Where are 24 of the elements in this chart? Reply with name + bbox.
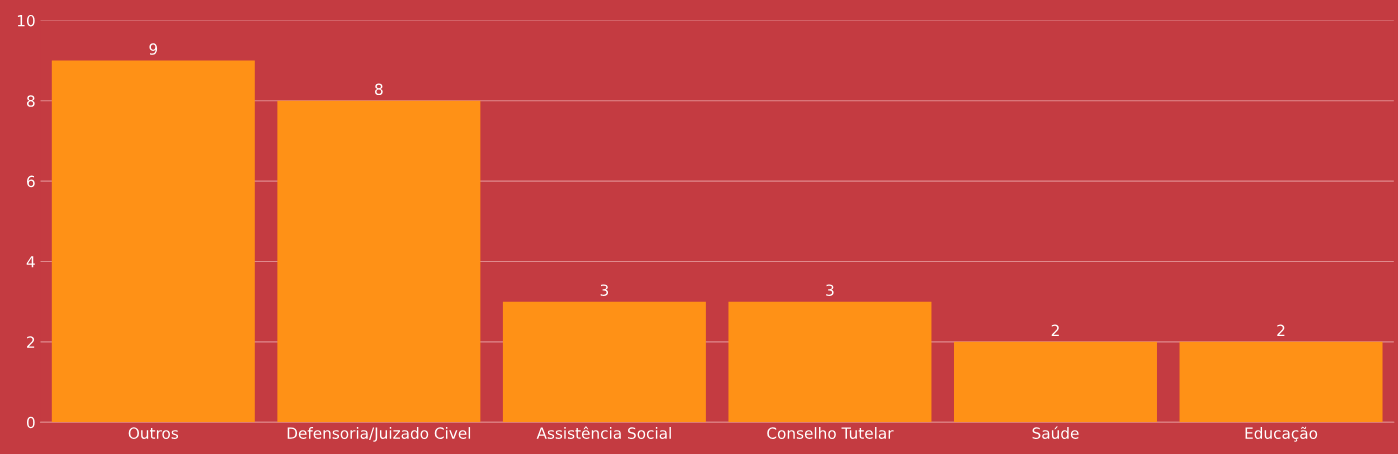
- data-label: 3: [826, 284, 834, 296]
- bar: [51, 60, 255, 423]
- x-tick-label: Outros: [128, 427, 179, 439]
- data-label: 2: [1051, 324, 1059, 336]
- bar: [277, 100, 481, 423]
- bar: [728, 301, 932, 423]
- bar: [502, 301, 706, 423]
- data-label: 2: [1277, 324, 1285, 336]
- bar: [1179, 341, 1383, 423]
- x-tick-label: Assistência Social: [536, 426, 671, 439]
- y-tick-label: 6: [27, 175, 35, 188]
- data-label: 8: [375, 83, 383, 96]
- x-tick-label: Educação: [1245, 426, 1318, 442]
- y-tick-label: 10: [17, 14, 35, 27]
- bar: [954, 341, 1157, 423]
- x-tick-label: Defensoria/Juizado Civel: [287, 427, 471, 442]
- y-tick-label: 2: [27, 336, 35, 348]
- y-tick-label: 8: [27, 95, 35, 107]
- data-label: 3: [600, 284, 609, 296]
- x-tick-label: Conselho Tutelar: [767, 427, 894, 439]
- y-tick-label: 0: [26, 416, 35, 429]
- y-tick-label: 4: [26, 256, 35, 268]
- data-label: 9: [149, 43, 158, 55]
- x-tick-label: Saúde: [1032, 426, 1079, 439]
